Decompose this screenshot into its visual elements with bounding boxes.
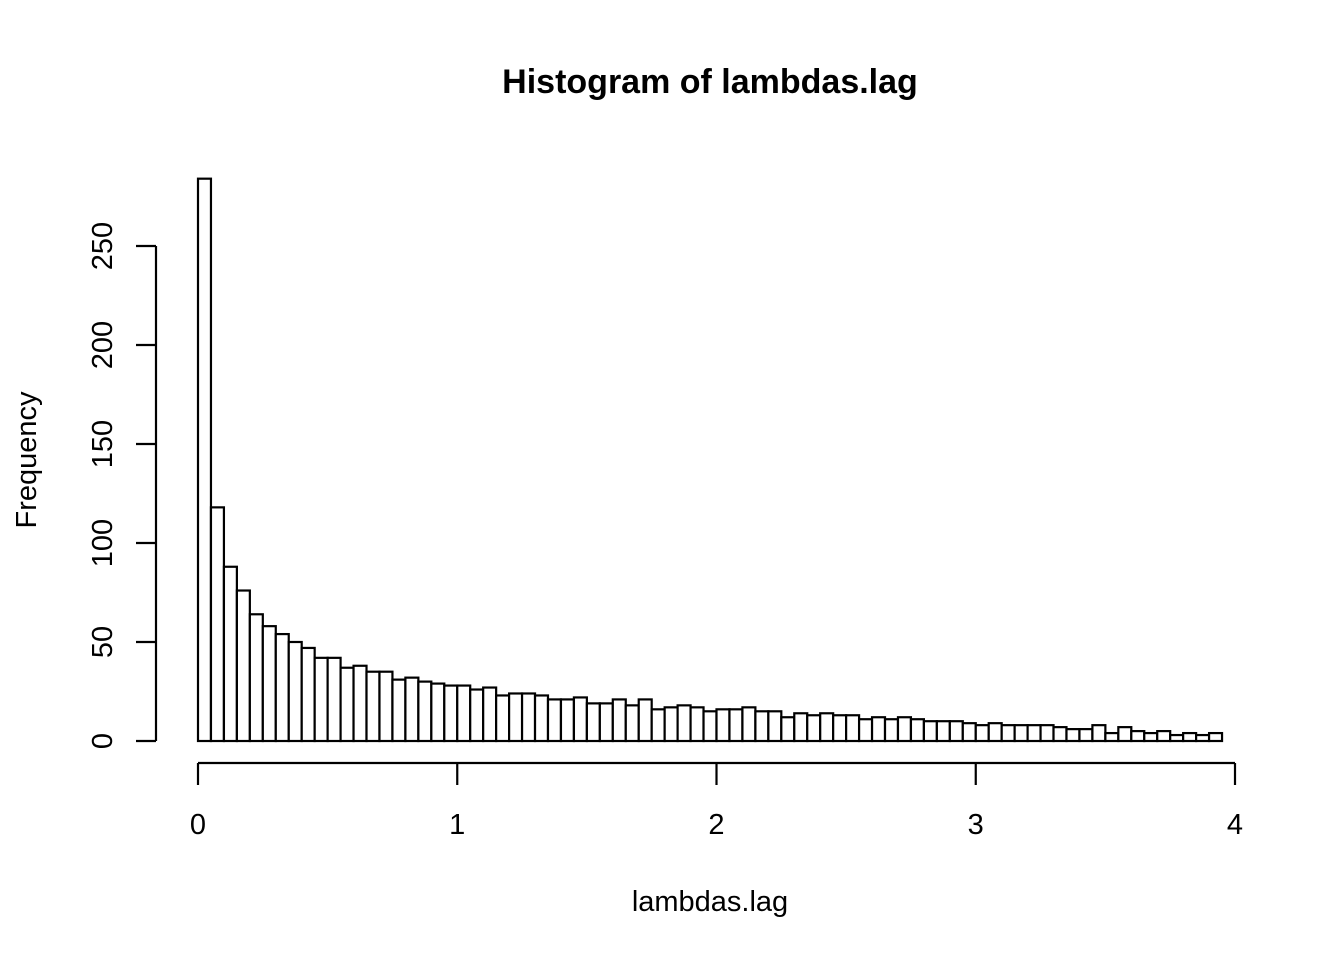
histogram-bar xyxy=(883,718,900,743)
histogram-bar xyxy=(287,640,303,743)
x-tick-label: 0 xyxy=(190,809,206,841)
histogram-bar xyxy=(300,646,316,743)
histogram-bar xyxy=(728,708,744,743)
histogram-bar xyxy=(1169,733,1185,743)
x-axis: 0 1 2 3 4 xyxy=(190,761,1243,841)
histogram-bar xyxy=(391,678,407,743)
histogram-bar xyxy=(832,714,848,743)
histogram-bar xyxy=(546,698,563,743)
histogram-bar xyxy=(819,712,835,743)
histogram-bar xyxy=(1013,724,1029,743)
histogram-bar xyxy=(533,694,550,743)
histogram-bar xyxy=(1156,729,1172,743)
histogram-bar xyxy=(235,589,251,743)
histogram-bars xyxy=(196,177,1224,743)
histogram-bar xyxy=(637,698,653,743)
histogram-bar xyxy=(1182,731,1198,743)
histogram-bar xyxy=(793,712,809,743)
histogram-bar xyxy=(572,696,588,743)
histogram-bar xyxy=(196,177,213,743)
y-tick-label: 50 xyxy=(87,626,119,658)
histogram-bar xyxy=(352,664,368,743)
histogram-bar xyxy=(222,565,238,743)
histogram-bar xyxy=(987,722,1003,743)
histogram-bar xyxy=(741,706,757,743)
histogram-bar xyxy=(922,720,938,743)
histogram-bar xyxy=(896,716,913,743)
histogram-bar xyxy=(274,632,290,743)
histogram-bar xyxy=(443,684,459,743)
y-tick-label: 100 xyxy=(87,519,119,567)
y-axis: 0 50 100 150 200 250 xyxy=(87,222,158,749)
histogram-bar xyxy=(1117,726,1133,743)
x-tick-label: 4 xyxy=(1227,809,1243,841)
y-tick-label: 0 xyxy=(87,733,119,749)
x-axis-label: lambdas.lag xyxy=(632,886,788,918)
histogram-bar xyxy=(430,682,446,743)
histogram-bar xyxy=(1143,731,1159,743)
histogram-bar xyxy=(469,688,485,743)
histogram-bar xyxy=(1207,731,1224,743)
histogram-bar xyxy=(780,716,796,743)
histogram-bar xyxy=(378,670,394,743)
histogram-bar xyxy=(767,710,783,743)
histogram-bar xyxy=(209,506,226,743)
histogram-bar xyxy=(1000,724,1016,743)
histogram-bar xyxy=(806,714,822,743)
histogram-bar xyxy=(520,692,537,743)
histogram-bar xyxy=(482,686,498,743)
x-tick-label: 3 xyxy=(968,809,984,841)
histogram-bar xyxy=(676,704,692,743)
histogram-bar xyxy=(508,692,524,743)
histogram-bar xyxy=(456,684,472,743)
y-tick-label: 200 xyxy=(87,321,119,369)
histogram-bar xyxy=(1195,733,1211,743)
histogram-bar xyxy=(1130,729,1146,743)
histogram-bar xyxy=(1065,728,1081,743)
y-tick-label: 250 xyxy=(87,222,119,270)
histogram-bar xyxy=(339,666,355,743)
histogram-bar xyxy=(974,724,990,743)
x-tick-label: 1 xyxy=(449,809,465,841)
histogram-bar xyxy=(598,702,614,743)
histogram-bar xyxy=(754,710,770,743)
histogram-bar xyxy=(365,670,381,743)
histogram-bar xyxy=(1078,728,1094,743)
histogram-bar xyxy=(948,720,964,743)
histogram-bar xyxy=(1026,724,1042,743)
histogram-bar xyxy=(1104,731,1120,743)
histogram-bar xyxy=(404,676,420,743)
histogram-bar xyxy=(663,706,679,743)
histogram-bar xyxy=(495,694,511,743)
histogram-bar xyxy=(857,718,874,743)
chart-title: Histogram of lambdas.lag xyxy=(502,63,918,101)
histogram-bar xyxy=(624,704,640,743)
histogram-bar xyxy=(611,698,627,743)
histogram-bar xyxy=(909,718,925,743)
histogram-bar xyxy=(326,656,342,743)
x-tick-label: 2 xyxy=(708,809,724,841)
histogram-bar xyxy=(870,716,887,743)
y-tick-label: 150 xyxy=(87,420,119,468)
histogram-bar xyxy=(313,656,329,743)
histogram-bar xyxy=(702,710,718,743)
histogram-bar xyxy=(585,702,601,743)
histogram-bar xyxy=(417,680,433,743)
histogram-bar xyxy=(1039,724,1055,743)
y-axis-label: Frequency xyxy=(11,391,43,529)
histogram-bar xyxy=(650,708,666,743)
histogram-bar xyxy=(689,706,705,743)
histogram-bar xyxy=(248,613,264,743)
histogram-bar xyxy=(559,698,576,743)
histogram-bar xyxy=(1052,726,1068,743)
histogram-bar xyxy=(961,722,977,743)
histogram-bar xyxy=(715,708,731,743)
histogram-bar xyxy=(935,720,951,743)
histogram-bar xyxy=(845,714,861,743)
histogram-bar xyxy=(1091,724,1107,743)
histogram-bar xyxy=(261,625,277,743)
